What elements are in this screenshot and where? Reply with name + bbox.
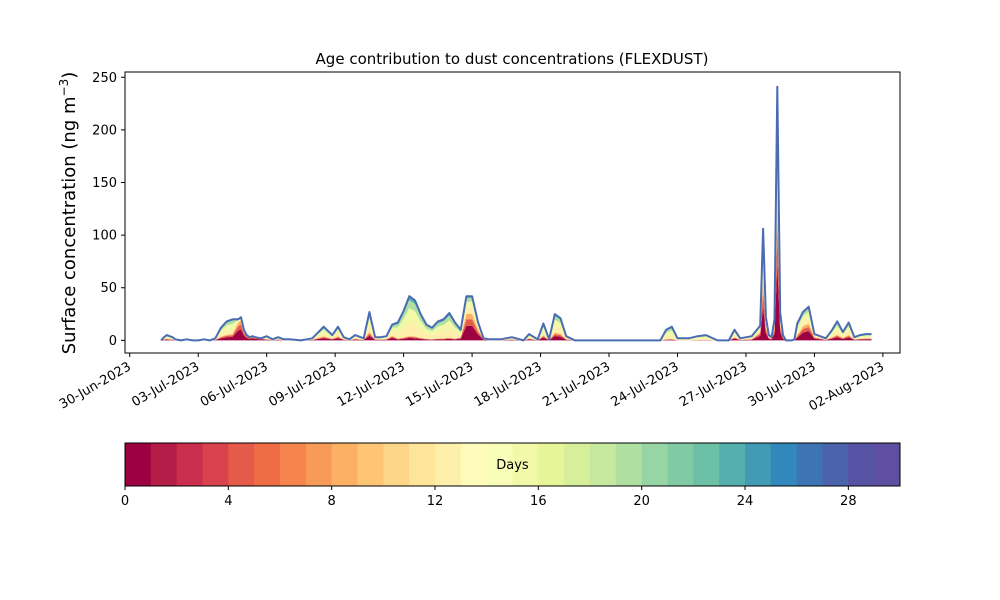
colorbar-bin <box>460 443 488 486</box>
svg-text:Surface concentration (ng m−3): Surface concentration (ng m−3) <box>57 72 80 355</box>
colorbar-bin <box>486 443 513 486</box>
colorbar-bin <box>848 443 875 486</box>
colorbar-bin <box>719 443 746 486</box>
colorbar-bin <box>874 443 901 486</box>
x-tick-label: 15-Jul-2023 <box>403 359 476 410</box>
colorbar: Days 0 4 8 12 16 20 24 28 <box>121 442 901 509</box>
colorbar-bin <box>641 443 668 486</box>
colorbar-label: Days <box>496 458 529 473</box>
colorbar-bin <box>796 443 823 486</box>
y-axis-label: Surface concentration (ng m−3) <box>57 72 80 355</box>
plot-frame <box>124 71 901 354</box>
colorbar-bin <box>770 443 798 486</box>
y-tick-label: 0 <box>109 334 117 349</box>
total-line <box>160 85 872 342</box>
colorbar-bin <box>280 443 307 486</box>
colorbar-bin <box>254 443 281 486</box>
colorbar-bin <box>357 443 384 486</box>
colorbar-bin <box>176 443 203 486</box>
x-tick-label: 21-Jul-2023 <box>540 359 613 410</box>
colorbar-bin <box>383 443 410 486</box>
x-tick-label: 02-Aug-2023 <box>807 359 887 414</box>
colorbar-bin <box>435 443 462 486</box>
y-tick-label: 200 <box>92 123 117 138</box>
colorbar-bin <box>590 443 617 486</box>
colorbar-tick-label: 4 <box>224 494 232 509</box>
colorbar-bin <box>667 443 694 486</box>
colorbar-bin <box>202 443 229 486</box>
y-tick-label: 150 <box>92 176 117 191</box>
x-tick-label: 30-Jun-2023 <box>57 359 134 412</box>
y-axis-label-main: Surface concentration (ng m <box>59 96 80 354</box>
colorbar-bin <box>615 443 643 486</box>
x-tick-label: 09-Jul-2023 <box>266 359 339 410</box>
axes: 0 50 100 150 200 250 30-Jun-202303-Jul-202306-… <box>57 71 901 415</box>
x-tick-label: 03-Jul-2023 <box>129 359 202 410</box>
x-tick-label: 06-Jul-2023 <box>198 359 271 410</box>
colorbar-tick-label: 8 <box>328 494 336 509</box>
colorbar-bin <box>409 443 436 486</box>
y-axis-label-sup: −3 <box>57 79 71 97</box>
colorbar-bin <box>745 443 772 486</box>
colorbar-bin <box>512 443 539 486</box>
colorbar-tick-label: 28 <box>840 494 857 509</box>
plot-area <box>160 85 872 342</box>
x-tick-label: 27-Jul-2023 <box>677 359 750 410</box>
colorbar-bin <box>822 443 849 486</box>
colorbar-bin <box>564 443 591 486</box>
colorbar-bin <box>693 443 720 486</box>
y-axis-label-close: ) <box>59 72 80 79</box>
colorbar-tick-label: 20 <box>633 494 650 509</box>
colorbar-tick-label: 16 <box>530 494 547 509</box>
colorbar-tick-label: 24 <box>737 494 754 509</box>
chart-title: Age contribution to dust concentrations … <box>316 50 709 68</box>
x-tick-label: 12-Jul-2023 <box>335 359 408 410</box>
colorbar-bin <box>331 443 358 486</box>
x-tick-label: 18-Jul-2023 <box>472 359 545 410</box>
colorbar-bin <box>125 443 152 486</box>
x-tick-label: 24-Jul-2023 <box>609 359 682 410</box>
colorbar-bin <box>305 443 333 486</box>
colorbar-bin <box>150 443 178 486</box>
colorbar-tick-label: 0 <box>121 494 129 509</box>
colorbar-bin <box>538 443 565 486</box>
y-tick-label: 100 <box>92 229 117 244</box>
colorbar-frame <box>124 442 901 487</box>
colorbar-bin <box>228 443 255 486</box>
y-tick-label: 50 <box>100 281 117 296</box>
y-tick-label: 250 <box>92 71 117 86</box>
colorbar-tick-label: 12 <box>427 494 444 509</box>
